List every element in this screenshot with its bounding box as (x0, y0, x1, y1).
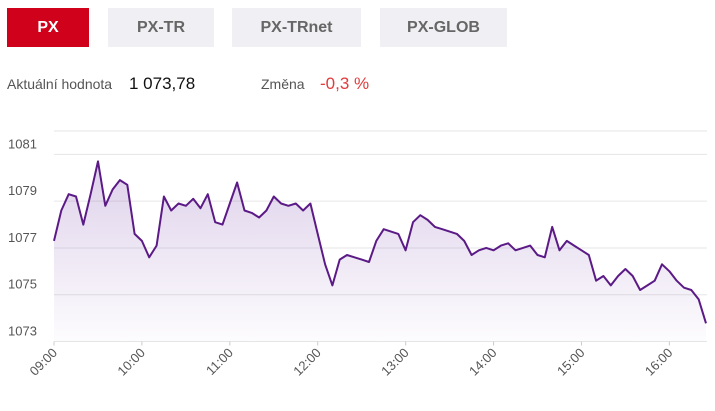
y-tick-label: 1077 (8, 230, 37, 245)
y-tick-label: 1073 (8, 324, 37, 339)
price-line (53, 160, 707, 324)
x-tick-label: 09:00 (27, 345, 61, 379)
x-tick-label: 15:00 (554, 345, 588, 379)
y-tick-label: 1075 (8, 277, 37, 292)
info-row: Aktuální hodnota 1 073,78 Změna -0,3 % (7, 74, 707, 98)
y-tick-label: 1079 (8, 183, 37, 198)
x-tick-label: 10:00 (114, 345, 148, 379)
change-label: Změna (261, 76, 305, 92)
y-tick-label: 1081 (8, 136, 37, 151)
x-tick-label: 14:00 (466, 345, 500, 379)
tab[interactable]: PX-GLOB (380, 8, 507, 47)
tab[interactable]: PX-TR (108, 8, 214, 47)
area (54, 161, 706, 342)
value-label: Aktuální hodnota (7, 76, 113, 92)
change-value: -0,3 % (320, 74, 370, 93)
current-value: 1 073,78 (129, 74, 196, 93)
x-tick-label: 13:00 (378, 345, 412, 379)
x-tick-label: 11:00 (203, 345, 236, 378)
x-tick-label: 16:00 (642, 345, 676, 379)
tab[interactable]: PX (7, 8, 89, 47)
x-tick-label: 12:00 (290, 345, 324, 379)
tab[interactable]: PX-TRnet (232, 8, 361, 47)
